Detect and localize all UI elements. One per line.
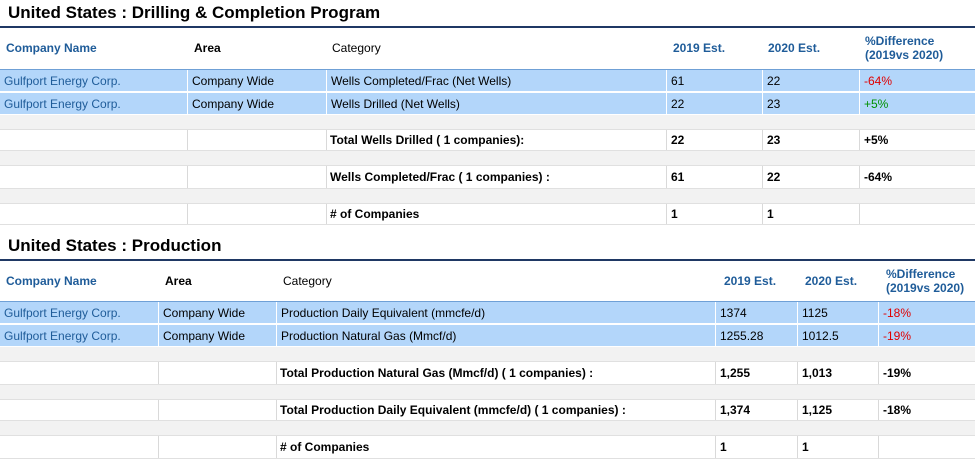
header-2019-est[interactable]: 2019 Est. [673,41,726,55]
total-difference: +5% [859,130,975,150]
company-cell[interactable]: Gulfport Energy Corp. [4,73,121,88]
header-2020-est[interactable]: 2020 Est. [805,274,858,288]
company-cell[interactable]: Gulfport Energy Corp. [4,328,121,343]
difference-cell: -18% [878,302,975,323]
area-cell: Company Wide [158,325,276,346]
total-2020: 23 [762,130,859,150]
total-2019: 1 [666,204,762,224]
difference-cell: -64% [859,70,975,91]
total-label: # of Companies [276,436,715,458]
total-2020: 1,013 [797,362,878,384]
total-2019: 1,374 [715,400,797,420]
total-2019: 22 [666,130,762,150]
empty-cell [187,166,326,188]
total-2020: 22 [762,166,859,188]
header-2020-est[interactable]: 2020 Est. [768,41,821,55]
production-header-row: Company Name Area Category 2019 Est. 202… [0,261,975,301]
empty-cell [158,436,276,458]
difference-cell: +5% [859,93,975,114]
table-row[interactable]: Gulfport Energy Corp. Company Wide Produ… [0,301,975,323]
area-cell: Company Wide [187,93,326,114]
header-category[interactable]: Category [283,274,332,288]
companies-count-row: # of Companies 1 1 [0,203,975,225]
spacer [0,421,975,435]
header-2019-est[interactable]: 2019 Est. [724,274,777,288]
total-label: Wells Completed/Frac ( 1 companies) : [326,166,666,188]
production-section-title: United States : Production [8,236,222,255]
total-2019: 61 [666,166,762,188]
drilling-header-row: Company Name Area Category 2019 Est. 202… [0,28,975,68]
header-company-name[interactable]: Company Name [6,274,97,288]
total-difference [878,436,975,458]
header-difference-line2: (2019vs 2020) [865,48,944,62]
category-cell: Wells Drilled (Net Wells) [326,93,666,114]
total-2019: 1,255 [715,362,797,384]
total-label: Total Production Natural Gas (Mmcf/d) ( … [276,362,715,384]
table-row[interactable]: Gulfport Energy Corp. Company Wide Wells… [0,92,975,114]
empty-cell [158,400,276,420]
header-difference[interactable]: %Difference (2019vs 2020) [886,267,964,295]
total-2020: 1 [797,436,878,458]
spacer [0,115,975,129]
2019-value-cell: 61 [666,70,762,91]
area-cell: Company Wide [158,302,276,323]
drilling-section-title: United States : Drilling & Completion Pr… [8,3,381,22]
section-rule [0,259,975,261]
2019-value-cell: 1255.28 [715,325,797,346]
total-2019: 1 [715,436,797,458]
total-label: Total Wells Drilled ( 1 companies): [326,130,666,150]
spacer [0,151,975,165]
spacer [0,189,975,203]
total-row: Total Wells Drilled ( 1 companies): 22 2… [0,129,975,151]
2020-value-cell: 1125 [797,302,878,323]
area-cell: Company Wide [187,70,326,91]
difference-cell: -19% [878,325,975,346]
total-row: Wells Completed/Frac ( 1 companies) : 61… [0,165,975,189]
empty-cell [187,204,326,224]
empty-cell [0,400,158,420]
table-row[interactable]: Gulfport Energy Corp. Company Wide Wells… [0,69,975,91]
header-difference-line1: %Difference [865,34,935,48]
empty-cell [0,130,187,150]
spacer [0,385,975,399]
total-row: Total Production Daily Equivalent (mmcfe… [0,399,975,421]
category-cell: Production Natural Gas (Mmcf/d) [276,325,715,346]
header-difference[interactable]: %Difference (2019vs 2020) [865,34,943,62]
total-difference: -64% [859,166,975,188]
category-cell: Production Daily Equivalent (mmcfe/d) [276,302,715,323]
2020-value-cell: 1012.5 [797,325,878,346]
section-rule [0,26,975,28]
table-row[interactable]: Gulfport Energy Corp. Company Wide Produ… [0,324,975,346]
empty-cell [0,436,158,458]
empty-cell [158,362,276,384]
empty-cell [0,362,158,384]
2020-value-cell: 23 [762,93,859,114]
total-label: Total Production Daily Equivalent (mmcfe… [276,400,715,420]
total-2020: 1,125 [797,400,878,420]
header-difference-line1: %Difference [886,267,956,281]
header-area[interactable]: Area [194,41,221,55]
2019-value-cell: 22 [666,93,762,114]
header-category[interactable]: Category [332,41,381,55]
category-cell: Wells Completed/Frac (Net Wells) [326,70,666,91]
total-row: Total Production Natural Gas (Mmcf/d) ( … [0,361,975,385]
header-area[interactable]: Area [165,274,192,288]
company-cell[interactable]: Gulfport Energy Corp. [4,305,121,320]
total-2020: 1 [762,204,859,224]
company-cell[interactable]: Gulfport Energy Corp. [4,96,121,111]
empty-cell [187,130,326,150]
total-difference: -18% [878,400,975,420]
total-difference [859,204,975,224]
empty-cell [0,204,187,224]
companies-count-row: # of Companies 1 1 [0,435,975,459]
spacer [0,347,975,361]
2019-value-cell: 1374 [715,302,797,323]
2020-value-cell: 22 [762,70,859,91]
header-difference-line2: (2019vs 2020) [886,281,965,295]
empty-cell [0,166,187,188]
header-company-name[interactable]: Company Name [6,41,97,55]
total-difference: -19% [878,362,975,384]
total-label: # of Companies [326,204,666,224]
